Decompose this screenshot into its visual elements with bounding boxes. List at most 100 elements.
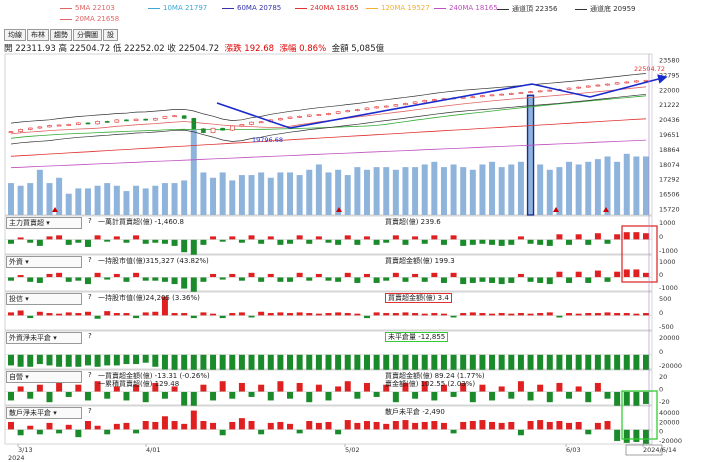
indicator-bar bbox=[344, 235, 351, 240]
indicator-bar bbox=[450, 315, 457, 318]
indicator-bar bbox=[27, 425, 34, 430]
indicator-bar bbox=[277, 421, 284, 430]
indicator-bar bbox=[440, 277, 447, 283]
indicator-bar bbox=[277, 354, 284, 371]
indicator-bar bbox=[113, 386, 120, 392]
indicator-bar bbox=[181, 277, 188, 289]
help-icon[interactable]: ? bbox=[88, 293, 92, 301]
indicator-bar bbox=[585, 239, 592, 245]
indicator-bar bbox=[431, 235, 438, 240]
indicator-bar bbox=[556, 315, 563, 318]
indicator-bar bbox=[8, 421, 14, 430]
ma-legend: 5MA 22103 10MA 21797 60MA 20785 240MA 18165… bbox=[0, 0, 720, 30]
indicator-bar bbox=[373, 312, 380, 316]
pane-right-readout: 散戶未平倉 -2,490 bbox=[385, 408, 445, 416]
indicator-bar bbox=[517, 429, 524, 436]
volume-bar bbox=[17, 185, 24, 215]
volume-bar bbox=[181, 180, 188, 215]
x-tick-label: 5/02 bbox=[345, 446, 360, 454]
indicator-tab[interactable]: 趨勢 bbox=[50, 29, 72, 41]
indicator-bar bbox=[142, 421, 149, 430]
signal-marker bbox=[336, 207, 342, 212]
help-icon[interactable]: ? bbox=[88, 332, 92, 340]
indicator-bar bbox=[238, 418, 245, 430]
candle-body bbox=[297, 116, 302, 118]
pane-tick-label: 20 bbox=[659, 373, 667, 381]
volume-bar bbox=[489, 161, 496, 215]
indicator-select[interactable]: 外資淨未平倉 ▾ bbox=[6, 332, 82, 344]
volume-bar bbox=[306, 169, 313, 215]
indicator-bar bbox=[238, 277, 245, 281]
indicator-tab[interactable]: 設 bbox=[103, 29, 118, 41]
volume-bar bbox=[537, 164, 544, 215]
x-tick-label: 6/03 bbox=[566, 446, 581, 454]
indicator-bar bbox=[219, 381, 226, 392]
candle-body bbox=[258, 121, 264, 124]
indicator-bar bbox=[575, 313, 582, 316]
indicator-bar bbox=[517, 313, 524, 316]
help-icon[interactable]: ? bbox=[88, 407, 92, 415]
indicator-bar bbox=[46, 422, 53, 430]
candle-body bbox=[403, 103, 408, 106]
volume-bar bbox=[229, 180, 236, 215]
indicator-bar bbox=[113, 354, 120, 366]
indicator-bar bbox=[594, 313, 601, 316]
indicator-select[interactable]: 投信 ▾ bbox=[6, 293, 82, 305]
help-icon[interactable]: ? bbox=[88, 256, 92, 264]
indicator-bar bbox=[517, 381, 524, 392]
legend-item: 5MA 22103 bbox=[60, 4, 115, 12]
pane-left-readout: 一萬計買賣超(億) -1,460.8 bbox=[98, 218, 184, 226]
help-icon[interactable]: ? bbox=[88, 217, 92, 225]
candle-body bbox=[220, 127, 225, 131]
indicator-bar bbox=[200, 312, 207, 316]
indicator-bar bbox=[604, 239, 611, 244]
indicator-tab[interactable]: 布林 bbox=[27, 29, 49, 41]
candle-body bbox=[335, 111, 341, 114]
indicator-bar bbox=[27, 315, 34, 319]
indicator-bar bbox=[267, 313, 274, 316]
indicator-bar bbox=[84, 391, 91, 401]
volume-bar bbox=[363, 169, 370, 215]
indicator-bar bbox=[623, 429, 630, 443]
indicator-bar bbox=[248, 272, 255, 278]
candle-body bbox=[249, 121, 254, 125]
indicator-select[interactable]: 外資 ▾ bbox=[6, 256, 82, 268]
pct-value: 漲幅 0.86% bbox=[279, 44, 327, 54]
candle-body bbox=[8, 131, 14, 133]
indicator-bar bbox=[56, 429, 63, 434]
pane-right-header: 買賣超(億) 239.6 bbox=[385, 217, 441, 229]
legend-item: 通道頂 22356 bbox=[497, 4, 558, 14]
indicator-bar bbox=[296, 382, 303, 392]
indicator-bar bbox=[566, 277, 573, 283]
indicator-tab[interactable]: 均線 bbox=[4, 29, 26, 41]
candle-body bbox=[460, 97, 466, 99]
indicator-bar bbox=[633, 269, 640, 278]
indicator-pane-frame bbox=[4, 254, 653, 292]
ma240-line bbox=[10, 139, 647, 169]
indicator-select[interactable]: 散戶淨未平倉 ▾ bbox=[6, 407, 82, 419]
price-tick-label: 22000 bbox=[659, 86, 680, 94]
indicator-bar bbox=[566, 391, 573, 399]
indicator-select[interactable]: 自營 ▾ bbox=[6, 371, 82, 383]
volume-bar bbox=[604, 156, 611, 215]
ohlc-readout: 開 22311.93 高 22504.72 低 22252.02 收 22504… bbox=[4, 42, 384, 54]
indicator-bar bbox=[643, 354, 649, 373]
indicator-bar bbox=[575, 354, 582, 373]
indicator-bar bbox=[325, 421, 332, 430]
candle-body bbox=[585, 85, 591, 88]
indicator-bar bbox=[142, 354, 149, 363]
indicator-bar bbox=[8, 354, 14, 366]
volume-bar bbox=[623, 153, 630, 215]
indicator-bar bbox=[373, 421, 380, 430]
indicator-bar bbox=[614, 354, 621, 373]
help-icon[interactable]: ? bbox=[88, 371, 92, 379]
candle-body bbox=[537, 90, 543, 93]
indicator-select[interactable]: 主力買賣超 ▾ bbox=[6, 217, 82, 229]
indicator-tab[interactable]: 分價圖 bbox=[73, 29, 102, 41]
legend-label: 240MA 18165 bbox=[449, 4, 498, 12]
indicator-bar bbox=[171, 313, 178, 316]
indicator-bar bbox=[383, 384, 390, 392]
volume-bar bbox=[277, 172, 284, 215]
candle-body bbox=[47, 125, 52, 128]
